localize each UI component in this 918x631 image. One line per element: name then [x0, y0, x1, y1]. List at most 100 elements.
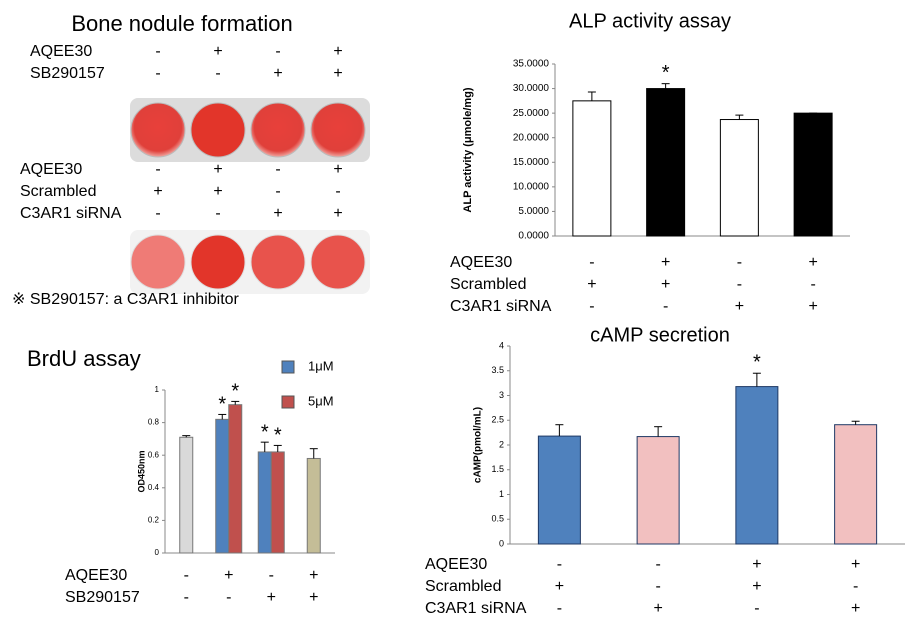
y-tick-label: 0.6 — [148, 450, 160, 459]
treatment-sign: - — [557, 556, 562, 573]
y-tick-label: 0.8 — [148, 418, 160, 427]
legend-label: 5μM — [308, 393, 334, 408]
bar — [646, 88, 686, 237]
treatment-sign: + — [653, 600, 662, 617]
wells-top — [130, 102, 366, 158]
treatment-label: AQEE30 — [450, 254, 512, 271]
significance: * — [218, 394, 226, 416]
treatment-label: AQEE30 — [20, 161, 82, 178]
treatment-sign: + — [273, 205, 282, 222]
significance: * — [274, 425, 282, 447]
bar — [270, 451, 285, 554]
y-tick-label: 1.5 — [491, 464, 504, 474]
significance: * — [261, 421, 269, 443]
footnote: ※ SB290157: a C3AR1 inhibitor — [12, 291, 240, 308]
treatment-label: Scrambled — [425, 578, 501, 595]
legend-label: 1μM — [308, 358, 334, 373]
bar — [228, 404, 243, 554]
y-tick-label: 3 — [499, 390, 504, 400]
treatment-label: AQEE30 — [65, 567, 127, 584]
significance: * — [231, 381, 239, 403]
y-tick-label: 0.0000 — [518, 231, 549, 242]
y-tick-label: 20.0000 — [513, 132, 550, 143]
bar — [793, 112, 833, 237]
y-tick-label: 0 — [499, 538, 504, 548]
treatment-sign: + — [267, 589, 276, 606]
y-tick-label: 3.5 — [491, 365, 504, 375]
bar — [636, 436, 680, 545]
legend-swatch — [281, 360, 295, 374]
treatment-sign: - — [275, 43, 280, 60]
y-tick-label: 0.4 — [148, 483, 160, 492]
significance: * — [753, 352, 761, 374]
treatment-sign: - — [754, 600, 759, 617]
bar — [306, 457, 321, 554]
y-axis-label: OD450nm — [136, 450, 146, 492]
y-tick-label: 15.0000 — [513, 157, 550, 168]
treatment-sign: + — [752, 556, 761, 573]
y-tick-label: 1 — [155, 385, 160, 394]
treatment-label: SB290157 — [65, 589, 140, 606]
treatment-sign: + — [309, 589, 318, 606]
significance: * — [662, 62, 670, 84]
treatment-label: C3AR1 siRNA — [425, 600, 527, 617]
treatment-sign: + — [587, 276, 596, 293]
treatment-sign: - — [853, 578, 858, 595]
treatment-sign: - — [655, 556, 660, 573]
y-tick-label: 2.5 — [491, 415, 504, 425]
y-axis-label: cAMP(pmol/mL) — [473, 407, 484, 483]
plate — [130, 230, 370, 294]
y-tick-label: 0.5 — [491, 514, 504, 524]
treatment-sign: - — [155, 65, 160, 82]
treatment-sign: - — [655, 578, 660, 595]
treatment-sign: + — [213, 183, 222, 200]
treatment-label: Scrambled — [450, 276, 526, 293]
bar — [179, 436, 194, 554]
chart-title: cAMP secretion — [590, 324, 730, 346]
treatment-sign: - — [810, 276, 815, 293]
treatment-sign: - — [589, 254, 594, 271]
treatment-sign: + — [333, 43, 342, 60]
treatment-sign: - — [184, 567, 189, 584]
treatment-sign: + — [808, 254, 817, 271]
treatment-sign: + — [851, 600, 860, 617]
treatment-sign: + — [333, 65, 342, 82]
bar — [215, 418, 230, 554]
treatment-sign: - — [215, 65, 220, 82]
treatment-sign: - — [589, 298, 594, 315]
treatment-sign: - — [275, 161, 280, 178]
chart-title: ALP activity assay — [569, 10, 731, 32]
treatment-sign: - — [335, 183, 340, 200]
y-tick-label: 4 — [499, 340, 504, 350]
chart-title: BrdU assay — [27, 346, 141, 371]
treatment-sign: + — [661, 254, 670, 271]
y-tick-label: 2 — [499, 439, 504, 449]
treatment-sign: - — [155, 43, 160, 60]
bar — [719, 119, 759, 237]
treatment-sign: + — [735, 298, 744, 315]
treatment-sign: + — [333, 161, 342, 178]
treatment-sign: - — [737, 254, 742, 271]
treatment-label: SB290157 — [30, 65, 105, 82]
treatment-sign: - — [215, 205, 220, 222]
panel-title: Bone nodule formation — [71, 11, 292, 36]
treatment-sign: + — [273, 65, 282, 82]
treatment-sign: + — [153, 183, 162, 200]
treatment-label: C3AR1 siRNA — [450, 298, 552, 315]
treatment-sign: - — [557, 600, 562, 617]
treatment-label: Scrambled — [20, 183, 96, 200]
y-tick-label: 0 — [155, 548, 160, 557]
y-axis-label: ALP activity (μmole/mg) — [462, 87, 474, 212]
treatment-sign: + — [752, 578, 761, 595]
treatment-sign: + — [213, 43, 222, 60]
treatment-sign: - — [737, 276, 742, 293]
treatment-sign: - — [663, 298, 668, 315]
y-tick-label: 1 — [499, 489, 504, 499]
bar — [572, 100, 612, 237]
treatment-sign: + — [851, 556, 860, 573]
treatment-label: AQEE30 — [425, 556, 487, 573]
treatment-sign: + — [808, 298, 817, 315]
treatment-label: C3AR1 siRNA — [20, 205, 122, 222]
treatment-sign: + — [555, 578, 564, 595]
legend-swatch — [281, 395, 295, 409]
